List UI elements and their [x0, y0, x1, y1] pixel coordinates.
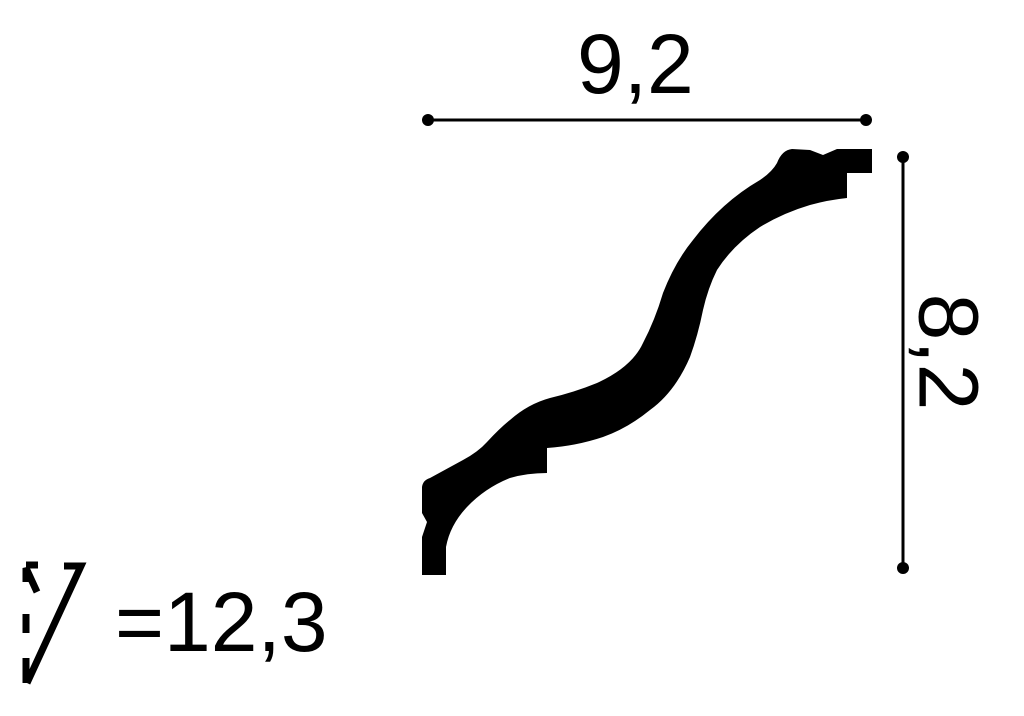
length-label: =12,3 [115, 575, 328, 669]
molding-profile [422, 149, 872, 575]
height-label: 8,2 [901, 293, 996, 411]
height-dimension-line [897, 151, 909, 574]
width-label: 9,2 [577, 17, 694, 111]
width-dimension-line [422, 114, 872, 126]
molding-length-icon [22, 561, 87, 685]
